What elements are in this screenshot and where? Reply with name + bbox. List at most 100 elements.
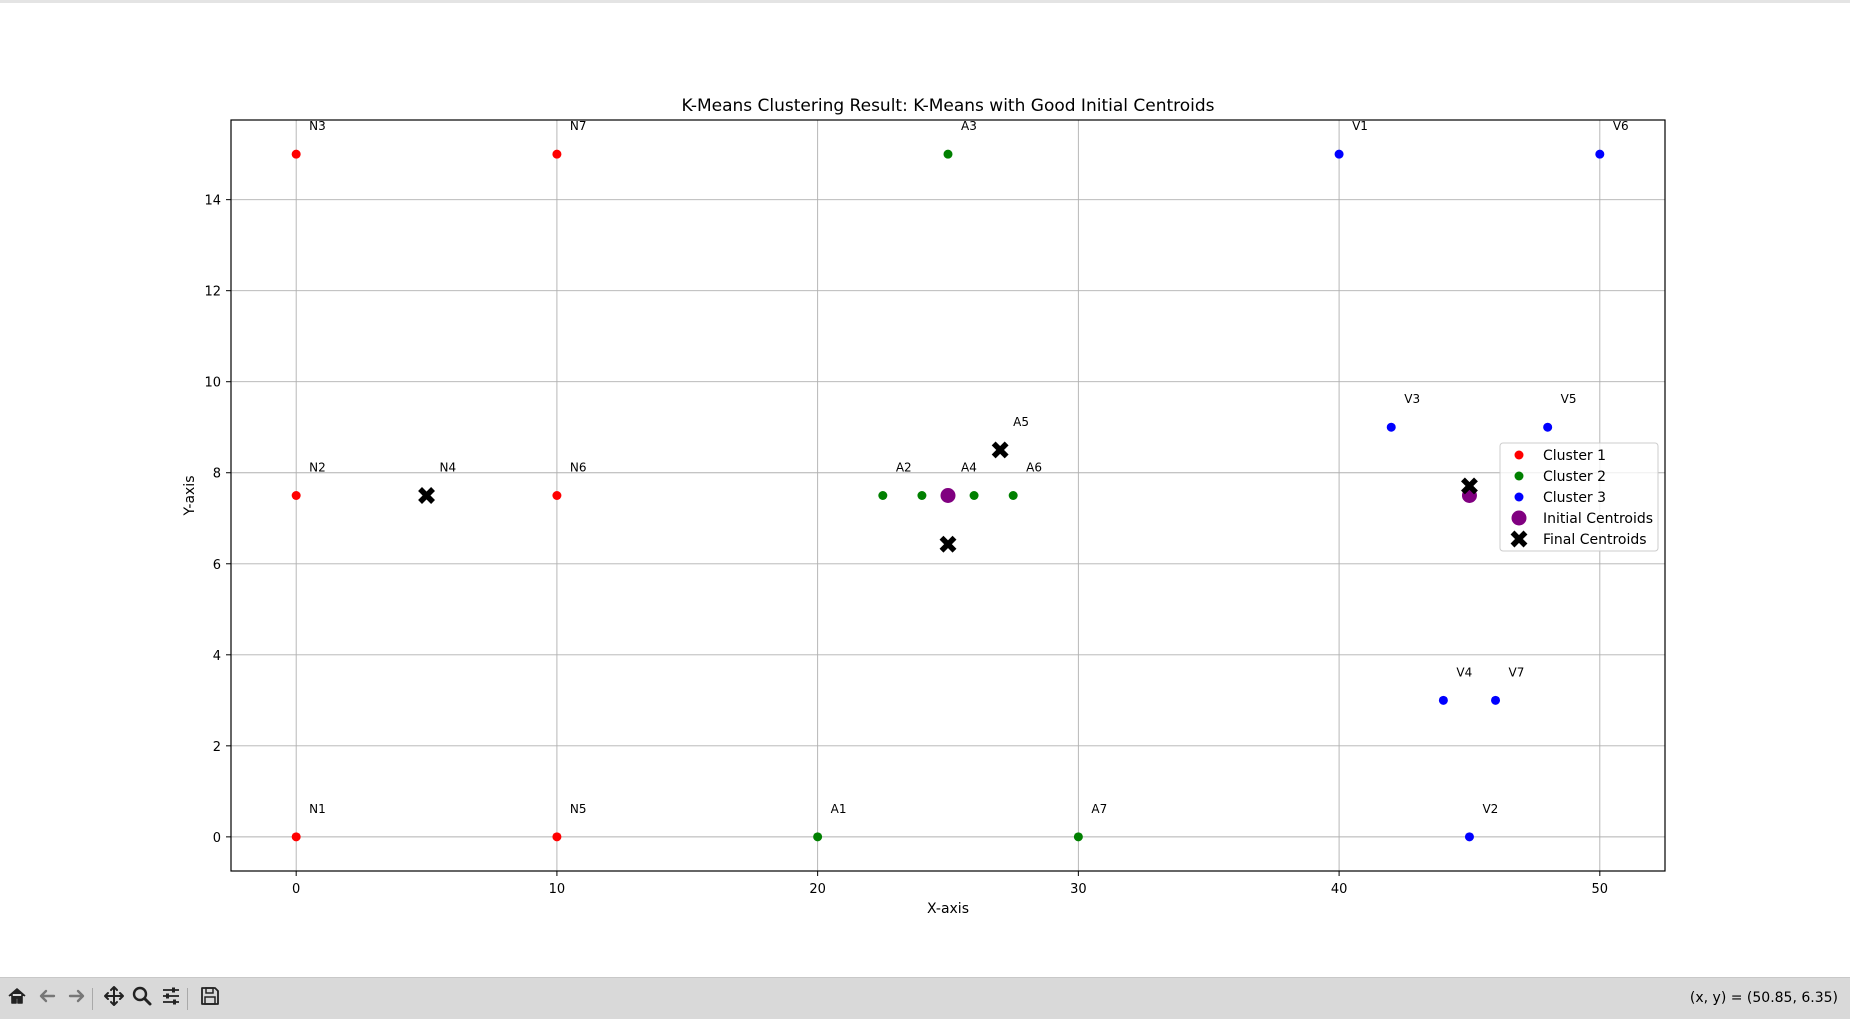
window-top-border [0,0,1850,3]
cluster-2-point [917,491,927,500]
legend-marker [1514,471,1524,481]
cursor-coordinates-readout: (x, y) = (50.85, 6.35) [1689,990,1838,1006]
point-label: V4 [1456,665,1472,679]
x-tick-label: 0 [292,882,300,897]
cluster-2-point [1073,832,1083,842]
point-label: V6 [1613,119,1629,133]
cluster-1-point [291,491,301,500]
legend-label: Cluster 1 [1543,448,1606,464]
cluster-2-point [943,149,953,159]
cluster-3-point [1334,149,1344,159]
figure-canvas[interactable]: N1 N2 N3 N5 N6 N7 A1 A2 A3 A6 A7 V1 V2 V3 V4 V5 V6 V7 A4 N4… [0,3,1850,977]
point-label: V3 [1404,392,1420,406]
y-tick-label: 4 [213,649,221,664]
data-points [291,149,1605,842]
legend-label: Final Centroids [1543,532,1647,548]
configure-subplots-icon [160,985,182,1011]
initial-centroids-point [940,488,956,503]
point-label: A1 [831,802,847,816]
cluster-1-point [291,832,301,842]
cluster-3-point [1595,149,1605,159]
point-label: A5 [1013,415,1029,429]
x-tick-label: 40 [1331,882,1348,897]
cluster-2-point [813,832,823,842]
forward-arrow-button[interactable] [64,985,90,1011]
cluster-1-point [552,832,562,842]
y-tick-label: 8 [213,467,221,482]
legend-marker [1510,530,1528,548]
cluster-3-point [1386,422,1396,432]
point-label: A4 [961,461,977,475]
x-tick-label: 10 [549,882,566,897]
cluster-1-point [552,149,562,159]
back-arrow-button[interactable] [34,985,60,1011]
cluster-3-point [1543,422,1553,432]
point-label: N4 [440,461,457,475]
cluster-3-point [1464,832,1474,842]
chart-title: K-Means Clustering Result: K-Means with … [681,96,1214,116]
save-figure-button[interactable] [197,985,223,1011]
final-centroids-point [418,487,435,504]
y-tick-label: 14 [204,194,221,209]
cluster-1-point [552,491,562,500]
zoom-magnifier-icon [131,985,153,1011]
y-tick-label: 2 [213,740,221,755]
point-label: V5 [1561,392,1577,406]
point-label: N6 [570,461,587,475]
cluster-2-point [969,491,979,500]
point-label: A7 [1091,802,1107,816]
x-axis-label: X-axis [927,901,969,917]
x-tick-label: 50 [1592,882,1609,897]
navigation-toolbar: (x, y) = (50.85, 6.35) [0,977,1850,1019]
legend-box [1499,442,1659,552]
pan-move-icon [103,985,125,1011]
toolbar-separator [187,988,188,1010]
configure-subplots-button[interactable] [158,985,184,1011]
point-labels: N1 N2 N3 N5 N6 N7 A1 A2 A3 A6 A7 V1 V2 V3 V4 V5 V6 V7 A4 N4… [309,119,1628,816]
axes-frame [230,119,1666,872]
point-label: N5 [570,802,587,816]
legend-marker [1514,450,1524,460]
home-button[interactable] [4,985,30,1011]
forward-arrow-icon [66,985,88,1011]
grid-lines [231,120,1665,871]
point-label: N3 [309,119,326,133]
cluster-2-point [1008,491,1018,500]
y-tick-label: 10 [204,376,221,391]
scatter-plot: N1 N2 N3 N5 N6 N7 A1 A2 A3 A6 A7 V1 V2 V3 V4 V5 V6 V7 A4 N4… [182,96,1666,917]
point-label: N1 [309,802,326,816]
y-tick-label: 0 [213,831,221,846]
save-figure-icon [199,985,221,1011]
point-label: N2 [309,461,326,475]
final-centroids-point [991,441,1009,459]
x-tick-label: 20 [809,882,826,897]
y-tick-label: 6 [213,558,221,573]
legend: Cluster 1 Cluster 2 Cluster 3 Initial Centr… [1499,442,1659,552]
legend-marker [1514,492,1524,502]
y-axis-label: Y-axis [182,476,198,517]
legend-label: Cluster 3 [1543,490,1606,506]
cluster-3-point [1438,695,1448,705]
point-label: N7 [570,119,587,133]
toolbar-separator [92,988,93,1010]
home-icon [6,985,28,1011]
x-tick-label: 30 [1070,882,1087,897]
legend-label: Initial Centroids [1543,511,1653,527]
zoom-magnifier-button[interactable] [129,985,155,1011]
point-label: V7 [1509,665,1525,679]
point-label: A2 [896,461,912,475]
axis-ticks: 0 10 20 30 40 50 0 2 4 6 8 10 12 14 [204,194,1608,897]
legend-label: Cluster 2 [1543,469,1606,485]
point-label: V1 [1352,119,1368,133]
legend-marker [1511,510,1527,526]
final-centroids-point [939,535,957,553]
cluster-3-point [1491,695,1501,705]
cluster-1-point [291,149,301,159]
y-tick-label: 12 [204,285,221,300]
pan-move-button[interactable] [101,985,127,1011]
point-label: V2 [1482,802,1498,816]
point-label: A6 [1026,461,1042,475]
point-label: A3 [961,119,977,133]
final-centroids-point [1461,477,1478,495]
cluster-2-point [878,491,888,500]
